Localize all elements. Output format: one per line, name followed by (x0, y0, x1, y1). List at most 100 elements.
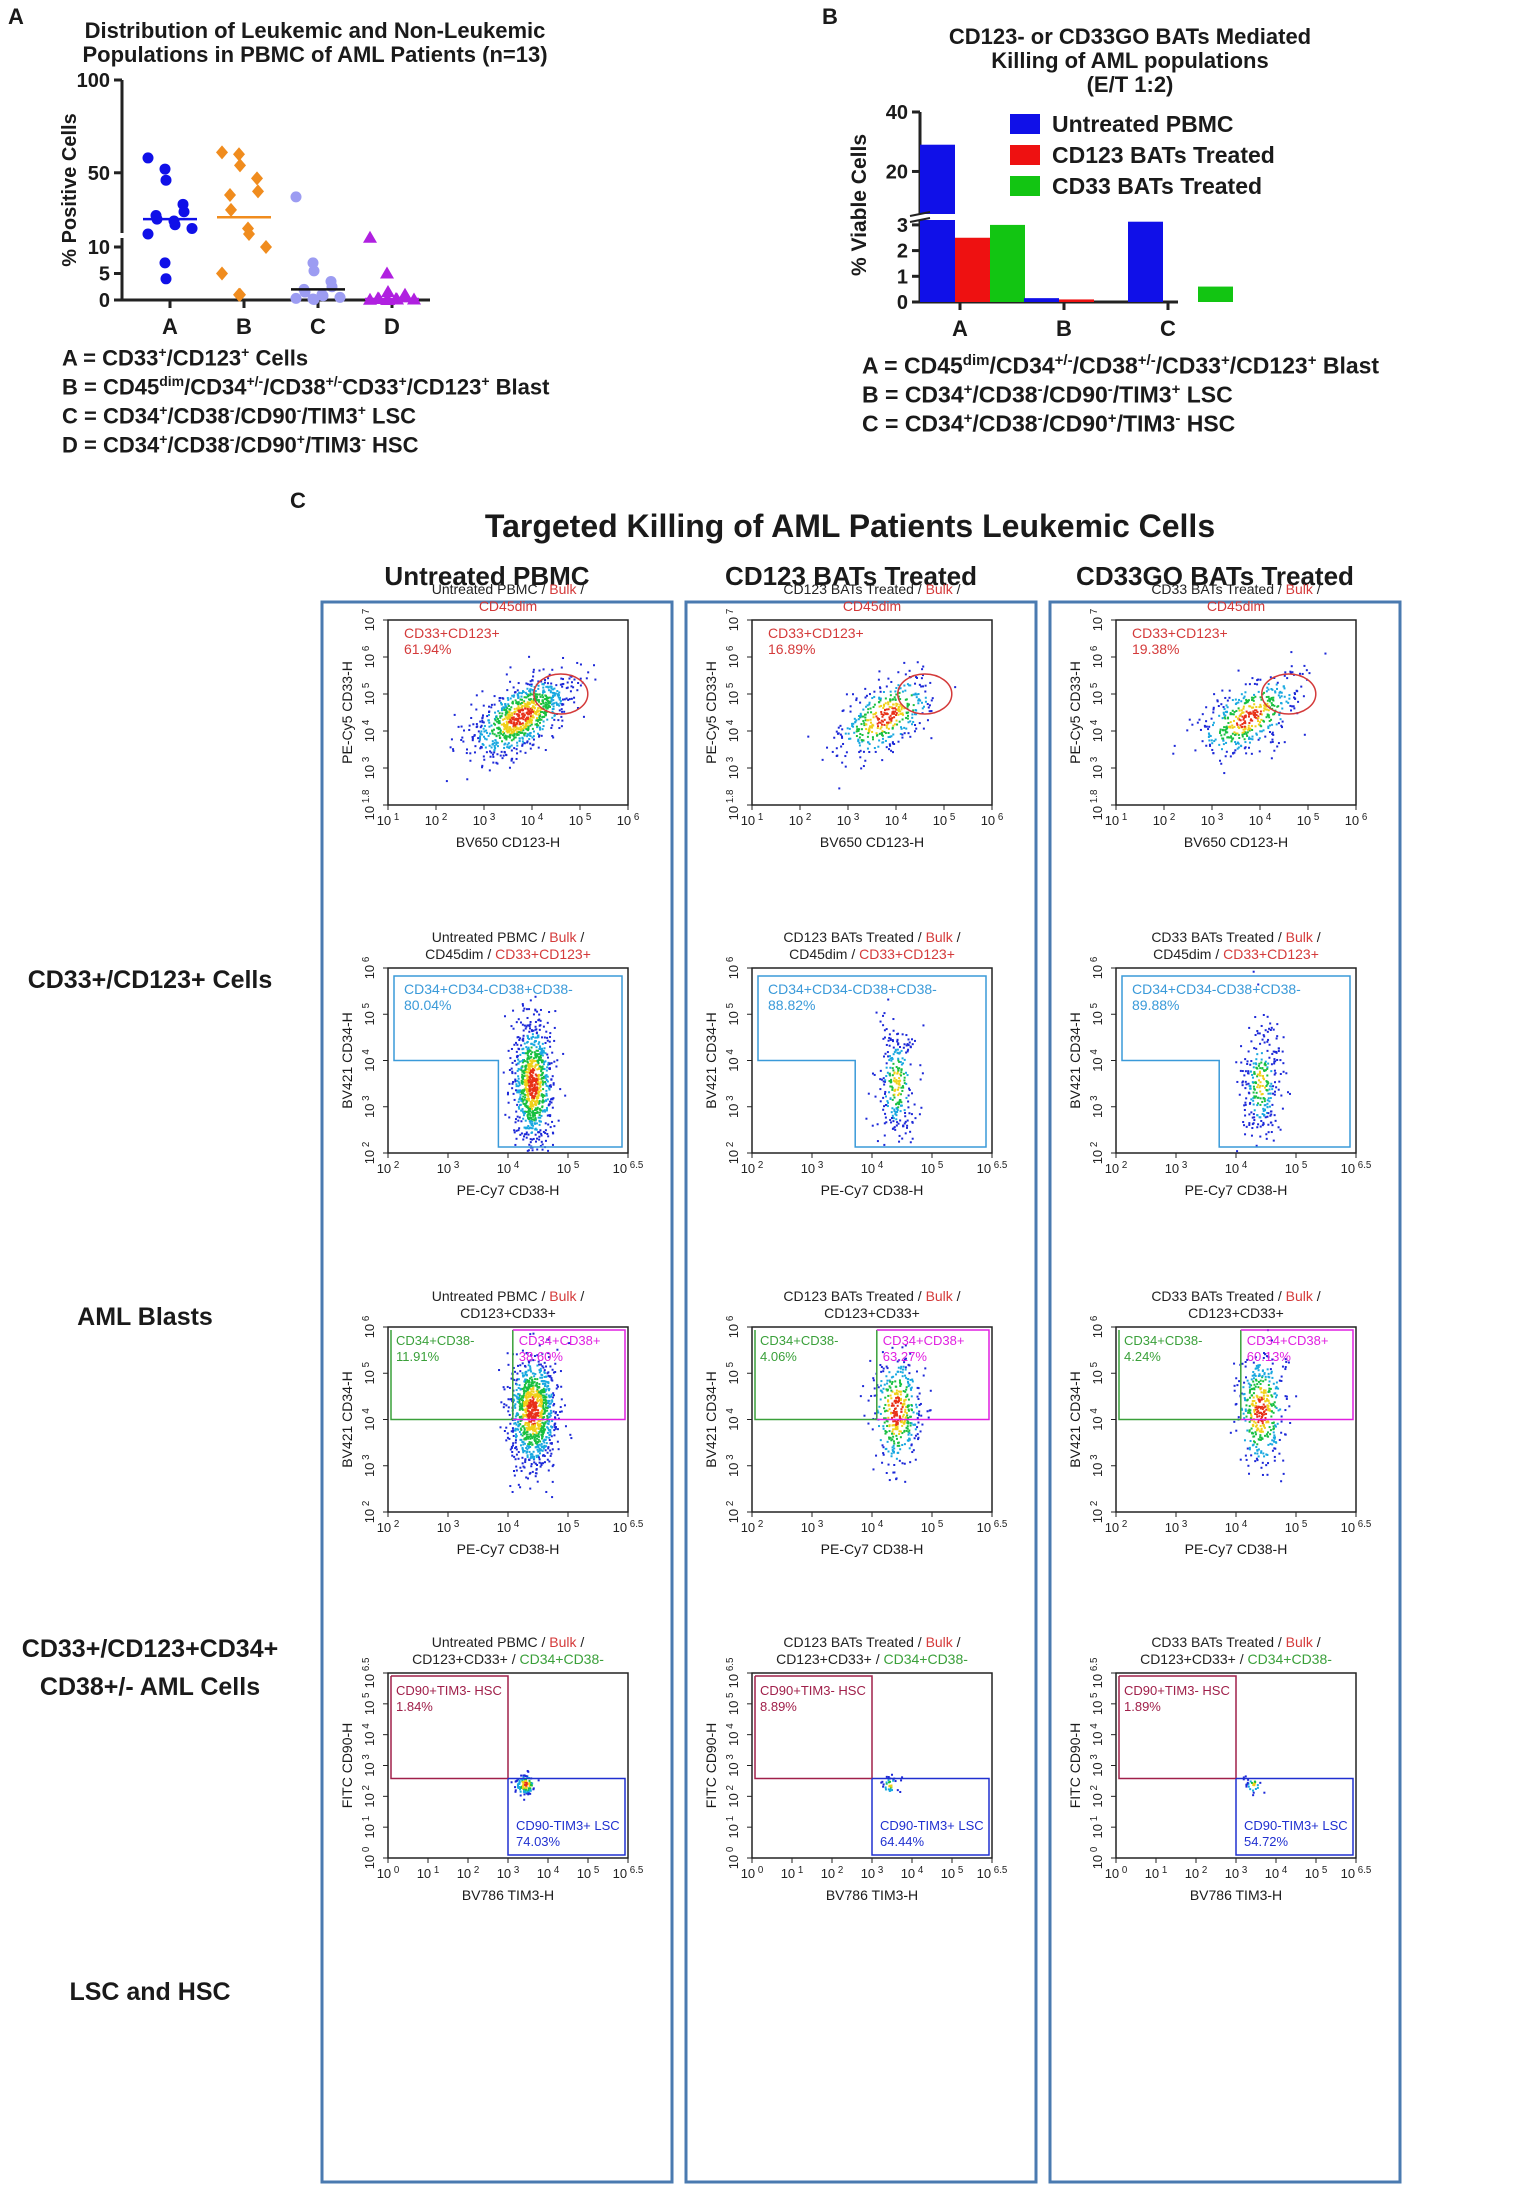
event-dot (532, 1332, 535, 1335)
event-dot (543, 1380, 546, 1383)
event-dot (536, 1424, 539, 1427)
event-dot (519, 698, 522, 701)
event-dot (1271, 738, 1274, 741)
event-dot (899, 1051, 902, 1054)
event-dot (1297, 700, 1300, 703)
plot-title-line2: CD123+CD33+ (460, 1305, 556, 1321)
event-dot (890, 1121, 893, 1124)
event-dot (471, 737, 474, 740)
title-part: Untreated PBMC / (432, 929, 550, 945)
event-dot (1259, 696, 1262, 699)
event-dot (498, 712, 501, 715)
event-dot (514, 1429, 517, 1432)
event-dot (1249, 711, 1252, 714)
event-dot (531, 1079, 534, 1082)
event-dot (541, 1049, 544, 1052)
event-dot (492, 755, 495, 758)
event-dot (1266, 1099, 1269, 1102)
event-dot (534, 1064, 537, 1067)
event-dot (533, 1424, 536, 1427)
event-dot (1234, 749, 1237, 752)
tick-base: 10 (557, 1161, 571, 1176)
event-dot (503, 717, 506, 720)
event-dot (1251, 735, 1254, 738)
legend-part: + (963, 410, 973, 427)
data-point (334, 291, 346, 303)
event-dot (899, 1448, 902, 1451)
event-dot (1233, 731, 1236, 734)
event-dot (553, 1026, 556, 1029)
event-dot (904, 673, 907, 676)
event-dot (521, 1003, 524, 1006)
event-dot (527, 1063, 530, 1066)
tick-base: 10 (362, 1509, 377, 1523)
event-dot (529, 747, 532, 750)
event-dot (558, 697, 561, 700)
event-dot (509, 666, 512, 669)
event-dot (537, 1427, 540, 1430)
event-dot (515, 1453, 518, 1456)
event-dot (481, 721, 484, 724)
event-dot (532, 1450, 535, 1453)
event-dot (883, 1092, 886, 1095)
plot-title-line1: Untreated PBMC / Bulk / (432, 929, 585, 945)
event-dot (506, 726, 509, 729)
event-dot (525, 1094, 528, 1097)
event-dot (526, 1402, 529, 1405)
event-dot (1250, 1098, 1253, 1101)
x-tick-label: 10 3 (801, 1519, 824, 1535)
event-dot (508, 766, 511, 769)
event-dot (1252, 1103, 1255, 1106)
event-dot (1251, 1073, 1254, 1076)
event-dot (882, 1425, 885, 1428)
event-dot (521, 1399, 524, 1402)
event-dot (540, 1442, 543, 1445)
event-dot (538, 1041, 541, 1044)
event-dot (1258, 1032, 1261, 1035)
event-dot (531, 1396, 534, 1399)
event-dot (481, 717, 484, 720)
event-dot (526, 1041, 529, 1044)
event-dot (893, 1093, 896, 1096)
event-dot (539, 1440, 542, 1443)
event-dot (553, 1429, 556, 1432)
event-dot (530, 683, 533, 686)
event-dot (918, 1392, 921, 1395)
event-dot (523, 733, 526, 736)
event-dot (893, 1471, 896, 1474)
event-dot (898, 1379, 901, 1382)
tick-base: 10 (613, 1161, 627, 1176)
event-dot (884, 1095, 887, 1098)
event-dot (898, 691, 901, 694)
event-dot (840, 735, 843, 738)
event-dot (896, 723, 899, 726)
event-dot (905, 1096, 908, 1099)
event-dot (513, 1098, 516, 1101)
event-dot (511, 700, 514, 703)
event-dot (513, 726, 516, 729)
event-dot (508, 1413, 511, 1416)
event-dot (520, 1099, 523, 1102)
event-dot (533, 1455, 536, 1458)
event-dot (919, 1078, 922, 1081)
event-dot (512, 1092, 515, 1095)
event-dot (541, 1408, 544, 1411)
event-dot (868, 703, 871, 706)
event-dot (907, 721, 910, 724)
event-dot (524, 1380, 527, 1383)
event-dot (1266, 1030, 1269, 1033)
event-dot (510, 1447, 513, 1450)
event-dot (908, 669, 911, 672)
event-dot (558, 709, 561, 712)
event-dot (902, 1086, 905, 1089)
event-dot (541, 699, 544, 702)
event-dot (851, 722, 854, 725)
event-dot (539, 1054, 542, 1057)
event-dot (863, 724, 866, 727)
event-dot (533, 1078, 536, 1081)
event-dot (506, 689, 509, 692)
title-part: CD123 BATs Treated / (783, 1288, 925, 1304)
event-dot (1218, 714, 1221, 717)
event-dot (523, 1112, 526, 1115)
